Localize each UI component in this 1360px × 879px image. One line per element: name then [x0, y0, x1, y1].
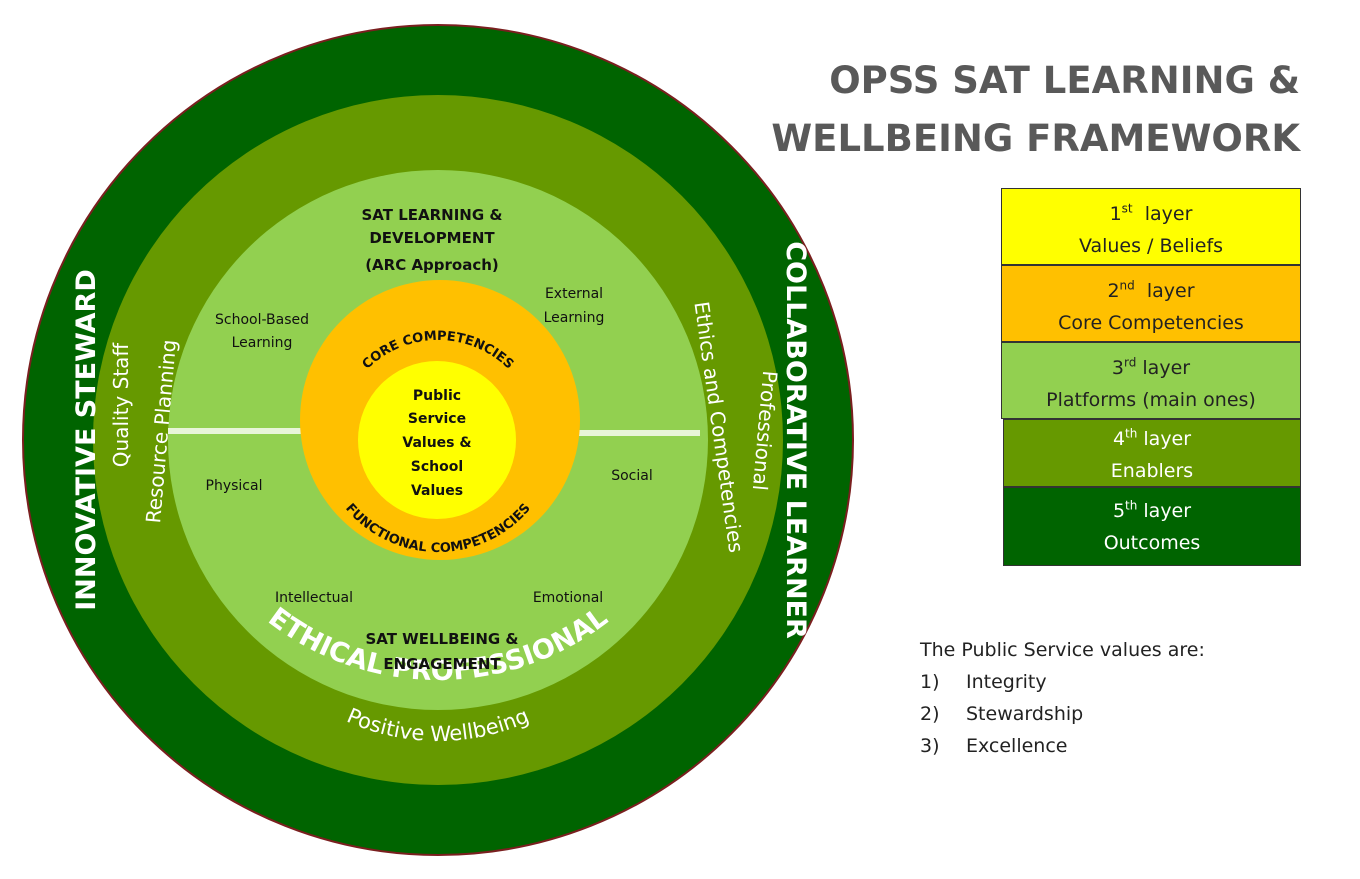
- platform-school-line2: Learning: [232, 335, 293, 351]
- title-line2: WELLBEING FRAMEWORK: [771, 117, 1300, 160]
- core-line3: Values &: [402, 435, 471, 451]
- value-item: 3) Excellence: [920, 730, 1205, 762]
- platform-physical: Physical: [206, 478, 263, 494]
- legend-layer-1-num: 1: [1109, 203, 1122, 225]
- legend-layer-4-word: layer: [1143, 428, 1192, 450]
- legend-layer-3-word: layer: [1142, 357, 1191, 379]
- legend-layer-2: 2nd layer Core Competencies: [1001, 265, 1301, 342]
- legend-layer-5-num: 5: [1112, 500, 1126, 522]
- legend-layer-5-suffix: th: [1125, 498, 1138, 513]
- enabler-left-line1: Quality Staff: [109, 342, 133, 468]
- legend-layer-1-suffix: st: [1121, 201, 1133, 216]
- legend-layer-1-desc: Values / Beliefs: [1078, 235, 1224, 257]
- legend-layer-2-word: layer: [1146, 280, 1195, 302]
- platform-wellbeing-line1: SAT WELLBEING &: [365, 630, 518, 648]
- value-item-label: Stewardship: [966, 703, 1084, 725]
- platform-learning-line3: (ARC Approach): [365, 256, 499, 274]
- platform-wellbeing-line2: ENGAGEMENT: [383, 655, 501, 673]
- core-line4: School: [411, 459, 463, 475]
- legend-layer-3: 3rd layer Platforms (main ones): [1001, 342, 1301, 419]
- value-item: 2) Stewardship: [920, 698, 1205, 730]
- value-item: 1) Integrity: [920, 666, 1205, 698]
- value-item-num: 2): [920, 703, 940, 725]
- outcome-right-label: COLLABORATIVE LEARNER: [780, 241, 811, 639]
- value-item-num: 3): [920, 735, 940, 757]
- legend-layer-2-suffix: nd: [1119, 278, 1135, 293]
- core-line2: Service: [408, 411, 466, 427]
- legend-layer-3-desc: Platforms (main ones): [1046, 389, 1256, 411]
- legend-layer-5-desc: Outcomes: [1103, 532, 1201, 554]
- value-item-num: 1): [920, 671, 940, 693]
- legend-layer-1: 1st layer Values / Beliefs: [1001, 188, 1301, 265]
- legend-layer-4-suffix: th: [1125, 426, 1138, 441]
- legend-layer-2-num: 2: [1107, 280, 1120, 302]
- title-line1: OPSS SAT LEARNING &: [829, 59, 1300, 102]
- layer-legend: 1st layer Values / Beliefs 2nd layer Cor…: [1001, 188, 1301, 566]
- values-heading: The Public Service values are:: [920, 639, 1205, 661]
- legend-layer-4-num: 4: [1112, 428, 1126, 450]
- value-item-label: Excellence: [966, 735, 1068, 757]
- page-title: OPSS SAT LEARNING & WELLBEING FRAMEWORK: [760, 52, 1300, 168]
- platform-intellectual: Intellectual: [275, 590, 353, 606]
- legend-layer-3-suffix: rd: [1124, 355, 1137, 370]
- legend-layer-3-num: 3: [1111, 357, 1125, 379]
- legend-layer-4-desc: Enablers: [1110, 460, 1194, 482]
- core-line5: Values: [411, 483, 463, 499]
- platform-social: Social: [611, 468, 653, 484]
- core-line1: Public: [413, 388, 461, 404]
- platform-learning-line2: DEVELOPMENT: [369, 229, 495, 247]
- legend-layer-5: 5th layer Outcomes: [1003, 487, 1301, 566]
- platform-school-line1: School-Based: [215, 312, 309, 328]
- core-values-circle: [358, 361, 516, 519]
- platform-emotional: Emotional: [533, 590, 603, 606]
- value-item-label: Integrity: [966, 671, 1047, 693]
- platform-external-line2: Learning: [544, 310, 605, 326]
- framework-diagram: COMPETENT CONTRIBUTOR COLLABORATIVE LEAR…: [22, 0, 854, 856]
- enabler-top-line2: Work Environment: [337, 0, 540, 28]
- legend-layer-4: 4th layer Enablers: [1003, 419, 1301, 487]
- legend-layer-2-desc: Core Competencies: [1058, 312, 1244, 334]
- outcome-left-label: INNOVATIVE STEWARD: [71, 269, 102, 611]
- legend-layer-1-word: layer: [1144, 203, 1193, 225]
- platform-external-line1: External: [545, 286, 603, 302]
- legend-layer-5-word: layer: [1143, 500, 1192, 522]
- platform-learning-line1: SAT LEARNING &: [362, 206, 503, 224]
- public-service-values: The Public Service values are: 1) Integri…: [920, 634, 1205, 762]
